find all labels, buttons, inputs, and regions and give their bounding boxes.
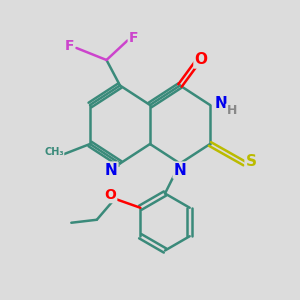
Text: H: H	[226, 104, 237, 118]
Text: N: N	[174, 163, 186, 178]
Text: F: F	[129, 31, 138, 44]
Text: N: N	[105, 163, 117, 178]
Text: CH₃: CH₃	[44, 147, 64, 157]
Text: O: O	[194, 52, 208, 68]
Text: N: N	[214, 96, 227, 111]
Text: S: S	[246, 154, 256, 169]
Text: F: F	[64, 40, 74, 53]
Text: O: O	[104, 188, 116, 202]
